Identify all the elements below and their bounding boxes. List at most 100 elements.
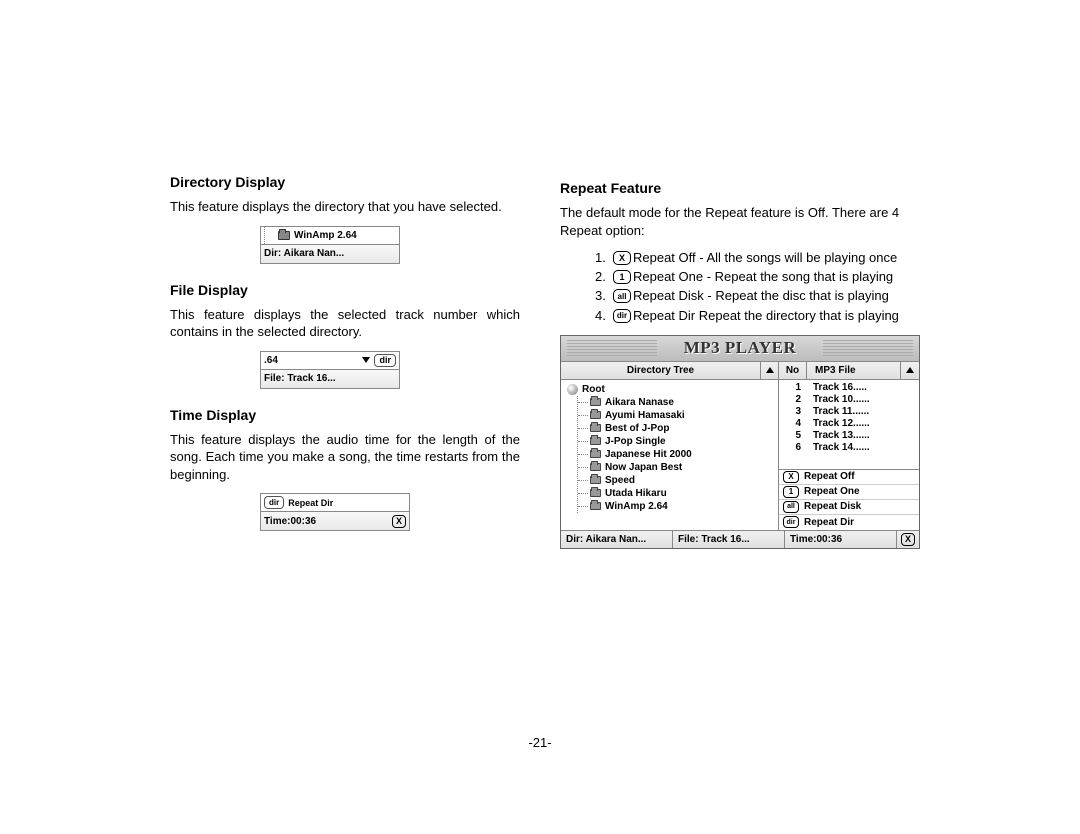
text-file-display: This feature displays the selected track… xyxy=(170,306,520,341)
repeat-menu-item[interactable]: allRepeat Disk xyxy=(779,500,919,515)
tree-item[interactable]: Utada Hikaru xyxy=(578,487,772,500)
tree-item-label: WinAmp 2.64 xyxy=(605,501,668,512)
status-close-button[interactable]: X xyxy=(897,531,919,548)
folder-icon xyxy=(590,411,601,419)
status-time: Time:00:36 xyxy=(785,531,897,548)
directory-tree[interactable]: Root Aikara NanaseAyumi HamasakiBest of … xyxy=(561,380,779,530)
tree-item[interactable]: Ayumi Hamasaki xyxy=(578,409,772,422)
track-no: 6 xyxy=(779,442,807,454)
mp3-titlebar: MP3 PLAYER xyxy=(561,336,919,362)
right-column: Repeat Feature The default mode for the … xyxy=(560,170,930,549)
repeat-menu-label: Repeat Disk xyxy=(804,501,861,512)
folder-icon xyxy=(590,424,601,432)
left-column: Directory Display This feature displays … xyxy=(170,170,520,549)
x-box-icon: X xyxy=(392,515,406,528)
repeat-off-icon: X xyxy=(613,251,631,265)
heading-file-display: File Display xyxy=(170,282,520,298)
heading-repeat-feature: Repeat Feature xyxy=(560,180,930,196)
up-arrow-icon xyxy=(906,367,914,373)
tree-item-label: J-Pop Single xyxy=(605,436,666,447)
mp3-column-headers: Directory Tree No MP3 File xyxy=(561,362,919,380)
status-dir: Dir: Aikara Nan... xyxy=(561,531,673,548)
fig-file-top-label: .64 xyxy=(264,355,278,366)
repeat-menu-label: Repeat One xyxy=(804,486,860,497)
heading-directory-display: Directory Display xyxy=(170,174,520,190)
tree-item-label: Speed xyxy=(605,475,635,486)
tree-item[interactable]: Best of J-Pop xyxy=(578,422,772,435)
fig-time-bottom-label: Time:00:36 xyxy=(264,516,316,527)
tree-item[interactable]: Aikara Nanase xyxy=(578,396,772,409)
track-no: 2 xyxy=(779,394,807,406)
list-text: Repeat Disk - Repeat the disc that is pl… xyxy=(633,287,930,305)
tree-item[interactable]: Speed xyxy=(578,474,772,487)
tree-item[interactable]: Now Japan Best xyxy=(578,461,772,474)
text-repeat-intro: The default mode for the Repeat feature … xyxy=(560,204,930,239)
figure-time-display: dir Repeat Dir Time:00:36 X xyxy=(260,493,410,531)
repeat-dir-icon: dir xyxy=(783,516,799,528)
track-no: 3 xyxy=(779,406,807,418)
header-mp3-file: MP3 File xyxy=(807,362,901,379)
list-number: 1. xyxy=(595,249,613,267)
up-arrow-icon xyxy=(766,367,774,373)
status-file: File: Track 16... xyxy=(673,531,785,548)
manual-page: Directory Display This feature displays … xyxy=(170,170,930,549)
figure-directory-display: WinAmp 2.64 Dir: Aikara Nan... xyxy=(260,226,400,264)
page-number: -21- xyxy=(0,735,1080,750)
fig-dir-top-label: WinAmp 2.64 xyxy=(294,230,357,241)
tree-item-label: Japanese Hit 2000 xyxy=(605,449,692,460)
track-name: Track 11...... xyxy=(807,406,919,418)
mp3-player-screenshot: MP3 PLAYER Directory Tree No MP3 File Ro… xyxy=(560,335,920,549)
repeat-one-icon: 1 xyxy=(613,270,631,284)
scroll-up-button[interactable] xyxy=(761,362,779,379)
tree-root[interactable]: Root xyxy=(567,384,772,395)
figure-file-display: .64 dir File: Track 16... xyxy=(260,351,400,389)
track-row[interactable]: 3Track 11...... xyxy=(779,406,919,418)
tree-item[interactable]: WinAmp 2.64 xyxy=(578,500,772,513)
repeat-menu-item[interactable]: dirRepeat Dir xyxy=(779,515,919,530)
track-row[interactable]: 4Track 12...... xyxy=(779,418,919,430)
folder-icon xyxy=(590,463,601,471)
repeat-dir-icon: dir xyxy=(613,309,631,323)
list-text: Repeat Off - All the songs will be playi… xyxy=(633,249,930,267)
list-item: 1. X Repeat Off - All the songs will be … xyxy=(595,249,930,267)
tree-item-label: Best of J-Pop xyxy=(605,423,669,434)
fig-time-top-label: Repeat Dir xyxy=(288,498,333,508)
folder-icon xyxy=(278,231,290,240)
folder-icon xyxy=(590,489,601,497)
folder-icon xyxy=(590,450,601,458)
folder-icon xyxy=(590,398,601,406)
list-text: Repeat One - Repeat the song that is pla… xyxy=(633,268,930,286)
track-name: Track 13...... xyxy=(807,430,919,442)
text-time-display: This feature displays the audio time for… xyxy=(170,431,520,484)
list-number: 2. xyxy=(595,268,613,286)
mp3-title: MP3 PLAYER xyxy=(684,338,797,358)
track-no: 5 xyxy=(779,430,807,442)
track-row[interactable]: 5Track 13...... xyxy=(779,430,919,442)
tree-item[interactable]: J-Pop Single xyxy=(578,435,772,448)
list-item: 2. 1 Repeat One - Repeat the song that i… xyxy=(595,268,930,286)
repeat-menu[interactable]: XRepeat Off1Repeat OneallRepeat DiskdirR… xyxy=(779,469,919,530)
track-name: Track 16..... xyxy=(807,382,919,394)
track-name: Track 12...... xyxy=(807,418,919,430)
repeat-menu-label: Repeat Off xyxy=(804,471,855,482)
scroll-up-button[interactable] xyxy=(901,362,919,379)
track-no: 1 xyxy=(779,382,807,394)
repeat-menu-item[interactable]: 1Repeat One xyxy=(779,485,919,500)
track-list[interactable]: 1Track 16.....2Track 10......3Track 11..… xyxy=(779,380,919,469)
tree-root-label: Root xyxy=(582,384,605,395)
track-no: 4 xyxy=(779,418,807,430)
tree-item[interactable]: Japanese Hit 2000 xyxy=(578,448,772,461)
mp3-status-bar: Dir: Aikara Nan... File: Track 16... Tim… xyxy=(561,530,919,548)
dir-badge-icon: dir xyxy=(264,496,284,509)
heading-time-display: Time Display xyxy=(170,407,520,423)
list-number: 4. xyxy=(595,307,613,325)
track-row[interactable]: 6Track 14...... xyxy=(779,442,919,454)
track-row[interactable]: 2Track 10...... xyxy=(779,394,919,406)
track-row[interactable]: 1Track 16..... xyxy=(779,382,919,394)
tree-item-label: Utada Hikaru xyxy=(605,488,667,499)
repeat-menu-item[interactable]: XRepeat Off xyxy=(779,470,919,485)
folder-icon xyxy=(590,437,601,445)
list-text: Repeat Dir Repeat the directory that is … xyxy=(633,307,930,325)
dir-badge-icon: dir xyxy=(374,354,396,367)
disc-icon xyxy=(567,384,578,395)
